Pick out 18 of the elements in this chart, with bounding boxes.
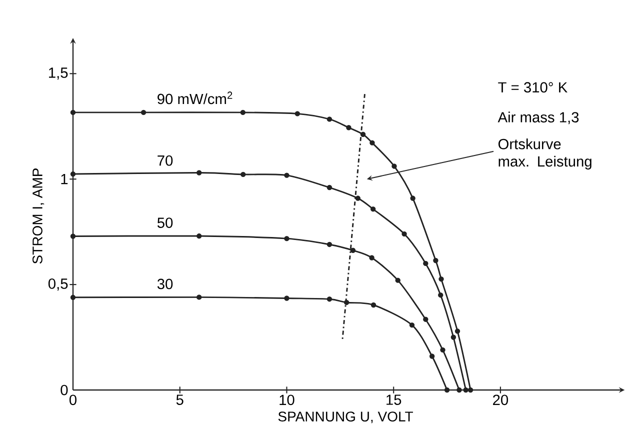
series-label: 30: [157, 278, 173, 290]
series-label: 50: [157, 218, 173, 228]
x-tick-label: 15: [386, 394, 402, 405]
y-axis-title: STROM I, AMP: [32, 168, 44, 264]
annotation: Air mass 1,3: [498, 112, 579, 124]
x-tick-label: 5: [176, 394, 184, 405]
series-label: 90 mW/cm$^{2}$: [158, 92, 232, 104]
series-label: 70: [158, 155, 173, 166]
x-tick-label: 0: [69, 394, 76, 406]
x-axis-title: SPANNUNG U, VOLT: [278, 412, 413, 424]
x-tick-label: 20: [493, 394, 508, 406]
y-tick-label: 1,5: [49, 68, 68, 80]
annotation: T = 310° K: [498, 82, 568, 93]
y-tick-label: 0: [60, 384, 68, 396]
y-tick-label: 0,5: [48, 278, 68, 291]
annotation: Ortskurve max. Leistung: [498, 138, 592, 170]
x-tick-label: 10: [280, 394, 294, 406]
y-tick-label: 1: [61, 174, 68, 184]
